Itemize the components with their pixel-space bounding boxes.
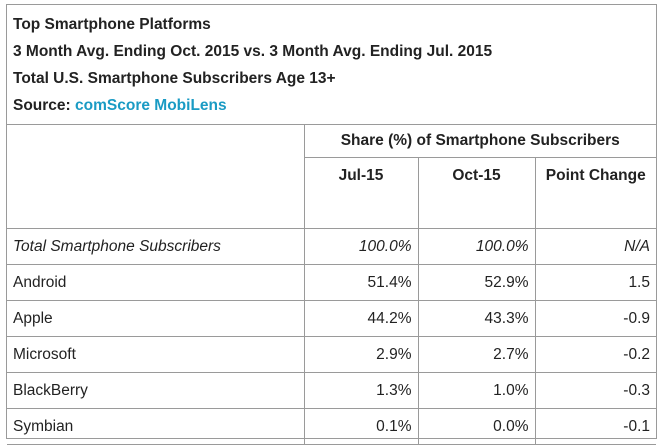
cell: 100.0%	[417, 228, 536, 265]
cell: -0.2	[534, 336, 656, 373]
header-line: Total U.S. Smartphone Subscribers Age 13…	[13, 70, 336, 87]
source-label: Source:	[13, 97, 71, 114]
data-row: Microsoft 2.9% 2.7% -0.2	[7, 336, 656, 373]
cell: 1.3%	[303, 372, 419, 409]
column-header: Point Change	[534, 157, 656, 229]
column-header: Oct-15	[417, 157, 536, 229]
table-panel: Top Smartphone Platforms 3 Month Avg. En…	[6, 4, 657, 445]
row-label: Apple	[7, 300, 305, 337]
data-table: Share (%) of Smartphone Subscribers Jul-…	[7, 125, 656, 445]
column-header: Jul-15	[304, 157, 419, 229]
cell: 0.1%	[303, 408, 419, 445]
cell: 1.5	[534, 264, 656, 301]
data-row: BlackBerry 1.3% 1.0% -0.3	[7, 372, 656, 409]
cell: 44.2%	[303, 300, 419, 337]
header-line: 3 Month Avg. Ending Oct. 2015 vs. 3 Mont…	[13, 43, 493, 60]
row-label: Microsoft	[7, 336, 305, 373]
data-row: Apple 44.2% 43.3% -0.9	[7, 300, 656, 337]
cell: 51.4%	[303, 264, 419, 301]
row-label: BlackBerry	[7, 372, 305, 409]
cell: 2.9%	[303, 336, 419, 373]
row-label: Symbian	[7, 408, 305, 445]
cell: 0.0%	[417, 408, 536, 445]
empty-cell	[7, 125, 305, 229]
data-row: Symbian 0.1% 0.0% -0.1	[7, 408, 656, 445]
column-header-row: Jul-15 Oct-15 Point Change	[7, 157, 656, 229]
row-label: Total Smartphone Subscribers	[7, 228, 305, 265]
cell: 52.9%	[417, 264, 536, 301]
cell: N/A	[534, 228, 656, 265]
group-header-row: Share (%) of Smartphone Subscribers	[7, 125, 656, 229]
table-body: Share (%) of Smartphone Subscribers Jul-…	[7, 125, 656, 445]
header-line: Top Smartphone Platforms	[13, 16, 211, 33]
cell: 1.0%	[417, 372, 536, 409]
data-row: Android 51.4% 52.9% 1.5	[7, 264, 656, 301]
cell: -0.1	[534, 408, 656, 445]
cell: -0.9	[534, 300, 656, 337]
header: Top Smartphone Platforms 3 Month Avg. En…	[7, 5, 656, 125]
group-header: Share (%) of Smartphone Subscribers	[303, 125, 656, 158]
source-name: comScore MobiLens	[75, 97, 227, 114]
cell: -0.3	[534, 372, 656, 409]
cell: 2.7%	[417, 336, 536, 373]
cell: 43.3%	[417, 300, 536, 337]
source-line: Source: comScore MobiLens	[13, 92, 656, 119]
row-label: Android	[7, 264, 305, 301]
cell: 100.0%	[303, 228, 419, 265]
data-row: Total Smartphone Subscribers 100.0% 100.0%…	[7, 228, 656, 265]
